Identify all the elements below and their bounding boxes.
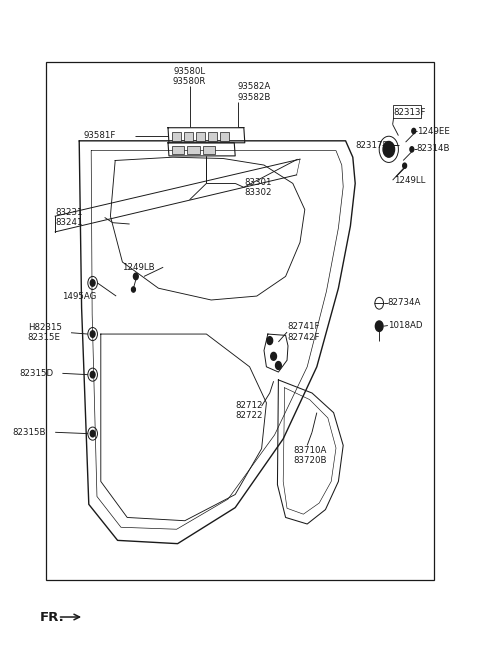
- Text: 93581F: 93581F: [84, 131, 116, 140]
- Circle shape: [267, 337, 273, 345]
- Bar: [393, 105, 421, 118]
- Text: 93582A
93582B: 93582A 93582B: [238, 82, 271, 102]
- Circle shape: [133, 273, 138, 280]
- Text: FR.: FR.: [39, 610, 64, 624]
- Circle shape: [383, 141, 395, 157]
- Bar: [203, 146, 215, 154]
- Text: 82315D: 82315D: [19, 369, 53, 378]
- Text: 82712
82722: 82712 82722: [235, 401, 263, 421]
- Circle shape: [271, 352, 276, 360]
- Text: 1249LL: 1249LL: [394, 176, 425, 185]
- Text: 1249EE: 1249EE: [417, 126, 449, 136]
- Bar: [187, 146, 200, 154]
- Bar: [184, 132, 193, 141]
- Bar: [172, 146, 184, 154]
- Circle shape: [410, 147, 414, 152]
- Bar: [196, 132, 205, 141]
- Text: 83710A
83720B: 83710A 83720B: [294, 445, 327, 465]
- Text: 82314B: 82314B: [417, 144, 450, 153]
- Text: 82741F
82742F: 82741F 82742F: [287, 322, 320, 342]
- Text: 93580L
93580R: 93580L 93580R: [173, 67, 206, 86]
- Circle shape: [375, 321, 383, 331]
- Text: 82313F: 82313F: [394, 108, 426, 117]
- Text: 1018AD: 1018AD: [388, 321, 422, 330]
- Text: 82317D: 82317D: [355, 141, 389, 150]
- Text: 1495AG: 1495AG: [62, 291, 97, 301]
- Bar: [46, 62, 434, 580]
- Circle shape: [90, 430, 95, 437]
- Text: 1249LB: 1249LB: [122, 263, 155, 272]
- Text: H82315
82315E: H82315 82315E: [28, 323, 62, 343]
- Circle shape: [90, 371, 95, 378]
- Circle shape: [132, 287, 135, 292]
- Circle shape: [276, 362, 281, 369]
- Circle shape: [90, 280, 95, 286]
- Text: 83231
83241: 83231 83241: [55, 208, 83, 227]
- Text: 83301
83302: 83301 83302: [245, 178, 272, 197]
- Bar: [220, 132, 229, 141]
- Circle shape: [403, 163, 407, 168]
- Circle shape: [90, 331, 95, 337]
- Bar: [208, 132, 217, 141]
- Circle shape: [412, 128, 416, 134]
- Text: 82315B: 82315B: [12, 428, 46, 437]
- Text: 82734A: 82734A: [388, 298, 421, 307]
- Bar: [172, 132, 181, 141]
